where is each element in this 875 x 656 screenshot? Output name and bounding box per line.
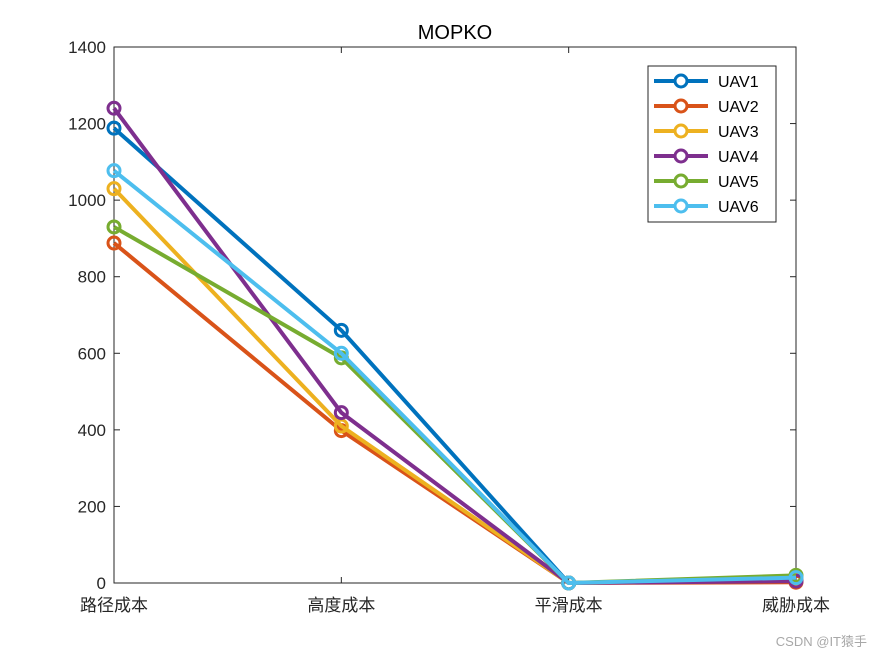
series-line-uav5 [113, 225, 797, 585]
legend-box [647, 65, 777, 223]
legend-label-uav2: UAV2 [718, 99, 759, 116]
series-uav3 [106, 181, 804, 591]
x-tick-label: 高度成本 [307, 596, 375, 615]
legend-marker-uav2 [673, 98, 689, 114]
data-point-uav1 [333, 322, 349, 338]
series-uav6 [106, 163, 804, 591]
data-point-uav6 [106, 163, 122, 179]
x-tick-label: 平滑成本 [535, 596, 603, 615]
legend-marker-uav3 [673, 123, 689, 139]
legend-marker-uav4 [673, 148, 689, 164]
x-tick-label: 威胁成本 [762, 596, 830, 615]
legend-entry-uav4: UAV4 [654, 148, 759, 166]
data-point-uav6 [788, 570, 804, 586]
legend-marker-uav6 [673, 198, 689, 214]
legend-label-uav6: UAV6 [718, 199, 759, 216]
data-point-uav3 [106, 181, 122, 197]
legend-marker-uav1 [673, 73, 689, 89]
legend: UAV1 UAV2 UAV3 UAV4 UAV5 UAV6 [647, 65, 777, 223]
series-uav5 [106, 219, 804, 591]
series-line-uav6 [112, 169, 797, 585]
data-point-uav5 [106, 219, 122, 235]
data-point-uav4 [106, 100, 122, 116]
legend-entry-uav2: UAV2 [654, 98, 759, 116]
legend-label-uav1: UAV1 [718, 74, 759, 91]
series-layer [106, 100, 804, 591]
data-point-uav4 [333, 405, 349, 421]
legend-entry-uav3: UAV3 [654, 123, 759, 141]
chart-title: MOPKO [418, 22, 492, 44]
data-point-uav1 [106, 120, 122, 136]
plot-box [113, 46, 797, 584]
legend-entry-uav1: UAV1 [654, 73, 759, 91]
y-tick-label: 1200 [68, 115, 106, 134]
y-tick-label: 0 [97, 574, 106, 593]
data-point-uav6 [333, 345, 349, 361]
legend-label-uav4: UAV4 [718, 149, 759, 166]
legend-entry-uav5: UAV5 [654, 173, 759, 191]
y-tick-label: 800 [78, 268, 106, 287]
y-tick-label: 400 [78, 421, 106, 440]
legend-label-uav5: UAV5 [718, 174, 759, 191]
legend-marker-uav5 [673, 173, 689, 189]
data-point-uav2 [106, 235, 122, 251]
y-tick-label: 1000 [68, 191, 106, 210]
y-tick-label: 200 [78, 497, 106, 516]
data-point-uav6 [561, 575, 577, 591]
y-tick-label: 600 [78, 344, 106, 363]
axes: 0 200 400 600 800 1000 1200 1400 路径成本 高度成本 平滑成本 威胁成… [68, 38, 830, 615]
x-tick-label: 路径成本 [80, 596, 148, 615]
y-tick-label: 1400 [68, 38, 106, 57]
watermark: CSDN @IT猿手 [775, 634, 867, 649]
legend-entry-uav6: UAV6 [654, 198, 759, 216]
legend-label-uav3: UAV3 [718, 124, 759, 141]
